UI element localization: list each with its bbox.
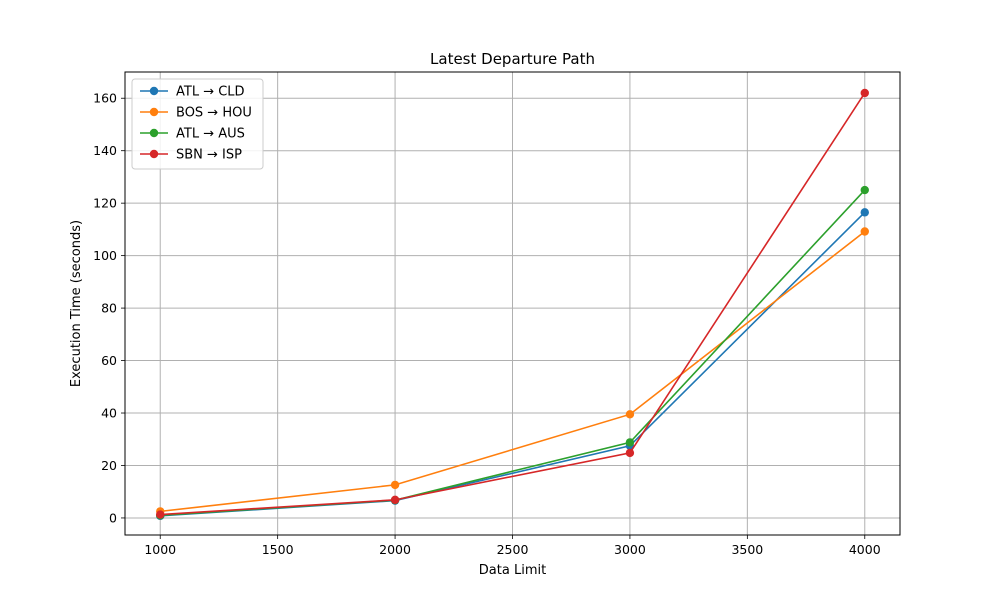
data-point: [625, 448, 635, 458]
data-point: [625, 410, 635, 419]
x-tick-label: 1000: [144, 542, 176, 557]
y-tick-label: 80: [101, 301, 117, 316]
series-layer: [156, 88, 869, 521]
data-point: [860, 227, 869, 236]
legend-item: ATL → AUS: [140, 127, 245, 142]
x-tick-label: 2000: [379, 542, 411, 557]
data-point: [390, 480, 400, 490]
data-point: [156, 510, 165, 519]
x-tick-label: 3500: [731, 542, 763, 557]
y-tick-label: 140: [93, 143, 117, 158]
series-3: [156, 88, 869, 519]
y-tick-label: 160: [93, 91, 117, 106]
x-axis-ticks: 1000 1500 2000 2500 3000 3500 4000: [144, 535, 881, 557]
series-line: [160, 92, 866, 516]
y-tick-label: 20: [101, 458, 117, 473]
y-tick-label: 100: [93, 248, 117, 263]
legend-label: ATL → AUS: [176, 127, 245, 142]
y-tick-label: 0: [109, 510, 117, 525]
grid: [125, 72, 900, 535]
data-point: [860, 185, 869, 195]
legend: ATL → CLD BOS → HOU ATL → AUS SBN → ISP: [131, 78, 264, 170]
legend-box: [131, 78, 264, 170]
data-point: [860, 88, 869, 98]
y-tick-label: 60: [101, 353, 117, 368]
x-axis-label: Data Limit: [479, 563, 546, 578]
x-tick-label: 1500: [262, 542, 294, 557]
x-tick-label: 4000: [849, 542, 881, 557]
legend-label: BOS → HOU: [176, 106, 252, 121]
legend-item: SBN → ISP: [140, 148, 242, 163]
legend-swatch-marker: [149, 149, 159, 159]
y-tick-label: 40: [101, 406, 117, 421]
legend-item: ATL → CLD: [140, 85, 245, 100]
legend-label: SBN → ISP: [176, 148, 242, 163]
data-point: [860, 208, 869, 217]
chart-title: Latest Departure Path: [430, 50, 595, 68]
y-axis-label: Execution Time (seconds): [69, 220, 84, 387]
series-line: [160, 230, 866, 513]
data-point: [390, 495, 400, 505]
legend-label: ATL → CLD: [176, 85, 245, 100]
legend-swatch-marker: [149, 86, 159, 96]
data-point: [625, 438, 635, 447]
legend-swatch-marker: [149, 128, 159, 138]
x-tick-label: 3000: [614, 542, 646, 557]
legend-swatch-marker: [149, 107, 159, 117]
y-axis-ticks: 0 20 40 60 80 100 120 140 160: [93, 91, 125, 525]
legend-item: BOS → HOU: [140, 106, 252, 121]
x-tick-label: 2500: [497, 542, 529, 557]
y-tick-label: 120: [93, 196, 117, 211]
